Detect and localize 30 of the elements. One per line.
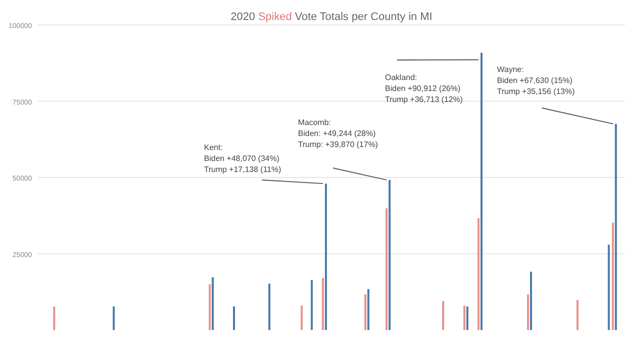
bar — [364, 294, 366, 330]
annotation: Wayne: Biden +67,630 (15%) Trump +35,156 (13%) — [497, 65, 576, 96]
bar — [300, 306, 303, 330]
bar — [386, 208, 388, 330]
bar — [232, 306, 235, 330]
bar — [53, 306, 56, 330]
bar — [527, 294, 530, 330]
bar — [212, 277, 214, 330]
bar — [463, 306, 466, 330]
annotation: Kent: Biden +48,070 (34%) Trump +17,138 (11%) — [204, 143, 282, 174]
bar — [480, 52, 483, 330]
bar — [466, 306, 468, 330]
bar — [612, 222, 614, 330]
bar — [268, 284, 270, 330]
annotation: Oakland: Biden +90,912 (26%) Trump +36,713 (12%) — [385, 73, 464, 104]
bar — [530, 272, 532, 330]
bar — [576, 300, 579, 330]
bar — [442, 301, 444, 330]
bar — [367, 289, 370, 330]
bar — [322, 278, 324, 330]
annotation: Macomb: Biden: +49,244 (28%) Trump: +39,870 (17%) — [298, 118, 378, 149]
bar — [388, 180, 391, 330]
bar — [614, 124, 617, 330]
chart-title: 2020 Spiked Vote Totals per County in MI — [230, 11, 432, 23]
bar — [112, 306, 115, 330]
bar — [208, 284, 211, 330]
bar — [478, 218, 480, 330]
bar — [310, 280, 313, 330]
bar — [324, 184, 327, 330]
bar — [608, 244, 610, 330]
